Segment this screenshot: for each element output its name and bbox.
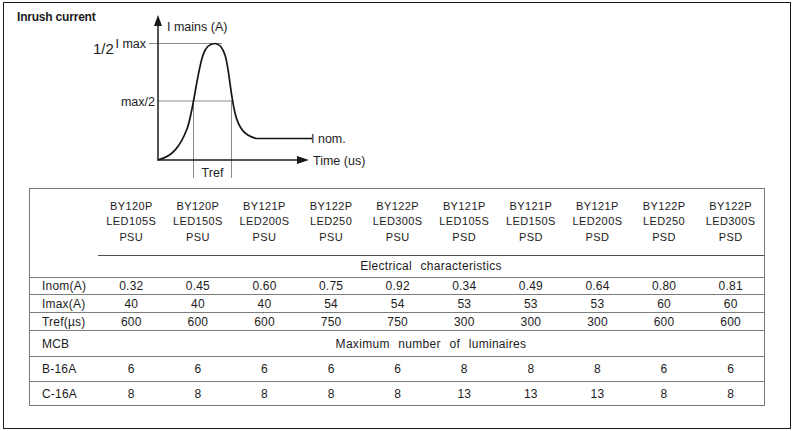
table-cell: 6 <box>697 357 764 382</box>
table-cell: 6 <box>98 357 165 382</box>
column-header: BY122P LED300S PSD <box>697 189 764 255</box>
x-axis-arrow-icon <box>297 156 309 164</box>
table-cell: 6 <box>631 357 698 382</box>
table-cell: 8 <box>431 357 498 382</box>
table-cell: 8 <box>498 357 565 382</box>
table-cell: 600 <box>697 313 764 331</box>
inrush-current-graph: I mains (A) I max max/2 Tref I nom. Time… <box>0 0 400 190</box>
section-header-electrical: Electrical characteristics <box>98 255 764 277</box>
empty-cell <box>30 255 98 277</box>
inom-label: I nom. <box>311 132 346 146</box>
section-row-electrical: Electrical characteristics <box>30 255 764 277</box>
table-cell: 8 <box>364 382 431 405</box>
table-cell: 8 <box>231 382 298 405</box>
table-cell: 0.49 <box>498 277 565 294</box>
column-header: BY121P LED200S PSD <box>564 189 631 255</box>
table-cell: 600 <box>98 313 165 331</box>
table-cell: 600 <box>631 313 698 331</box>
table-cell: 13 <box>498 382 565 405</box>
imax-label: I max <box>115 37 146 51</box>
table-cell: 300 <box>498 313 565 331</box>
table-cell: 600 <box>231 313 298 331</box>
column-header: BY121P LED105S PSD <box>431 189 498 255</box>
row-label-tref: Tref(µs) <box>30 313 98 331</box>
table-cell: 6 <box>231 357 298 382</box>
column-header: BY120P LED105S PSU <box>98 189 165 255</box>
row-label-imax: Imax(A) <box>30 294 98 312</box>
table-cell: 0.45 <box>165 277 232 294</box>
tref-label: Tref <box>202 166 224 180</box>
table-cell: 8 <box>98 382 165 405</box>
table-row: C-16A 8 8 8 8 8 13 13 13 8 8 <box>30 382 764 405</box>
halfmax-label: max/2 <box>121 95 155 109</box>
column-header: BY122P LED300S PSU <box>364 189 431 255</box>
table-row: Inom(A) 0.32 0.45 0.60 0.75 0.92 0.34 0.… <box>30 277 764 294</box>
table-cell: 6 <box>364 357 431 382</box>
characteristics-table: BY120P LED105S PSU BY120P LED150S PSU BY… <box>29 188 765 406</box>
table-cell: 0.75 <box>298 277 365 294</box>
y-axis-arrow-icon <box>154 15 162 26</box>
column-header: BY122P LED250 PSU <box>298 189 365 255</box>
row-label-inom: Inom(A) <box>30 277 98 294</box>
section-header-max-luminaires: Maximum number of luminaires <box>98 331 764 357</box>
table-cell: 6 <box>298 357 365 382</box>
table-cell: 53 <box>498 294 565 312</box>
row-label-b16a: B-16A <box>30 357 98 382</box>
column-header: BY121P LED150S PSD <box>498 189 565 255</box>
row-label-mcb: MCB <box>30 331 98 357</box>
y-axis-label: I mains (A) <box>167 20 227 34</box>
table-cell: 53 <box>431 294 498 312</box>
table-cell: 60 <box>697 294 764 312</box>
table-cell: 0.60 <box>231 277 298 294</box>
table-cell: 13 <box>564 382 631 405</box>
table-cell: 0.80 <box>631 277 698 294</box>
table-cell: 8 <box>631 382 698 405</box>
row-label-c16a: C-16A <box>30 382 98 405</box>
table-cell: 8 <box>298 382 365 405</box>
table-cell: 0.92 <box>364 277 431 294</box>
table-row: B-16A 6 6 6 6 6 8 8 8 6 6 <box>30 357 764 382</box>
table-row: Imax(A) 40 40 40 54 54 53 53 53 60 60 <box>30 294 764 312</box>
table-cell: 750 <box>364 313 431 331</box>
table-cell: 54 <box>364 294 431 312</box>
column-header: BY120P LED150S PSU <box>165 189 232 255</box>
table-cell: 53 <box>564 294 631 312</box>
table-cell: 600 <box>165 313 232 331</box>
table-cell: 8 <box>697 382 764 405</box>
corner-cell <box>30 189 98 255</box>
datasheet-page: Inrush current 1/2 I mains (A) I max max… <box>0 0 800 431</box>
table-cell: 8 <box>564 357 631 382</box>
table-cell: 300 <box>431 313 498 331</box>
section-row-mcb: MCB Maximum number of luminaires <box>30 331 764 357</box>
column-header: BY122P LED250 PSD <box>631 189 698 255</box>
table-header-row: BY120P LED105S PSU BY120P LED150S PSU BY… <box>30 189 764 255</box>
table-cell: 6 <box>165 357 232 382</box>
table-cell: 13 <box>431 382 498 405</box>
table-cell: 54 <box>298 294 365 312</box>
table-cell: 750 <box>298 313 365 331</box>
table-row: Tref(µs) 600 600 600 750 750 300 300 300… <box>30 313 764 331</box>
table-cell: 300 <box>564 313 631 331</box>
table-cell: 60 <box>631 294 698 312</box>
table-cell: 40 <box>98 294 165 312</box>
table-cell: 40 <box>165 294 232 312</box>
table-cell: 40 <box>231 294 298 312</box>
table-cell: 0.32 <box>98 277 165 294</box>
table-cell: 0.64 <box>564 277 631 294</box>
x-axis-label: Time (us) <box>313 154 365 168</box>
column-header: BY121P LED200S PSU <box>231 189 298 255</box>
table-cell: 8 <box>165 382 232 405</box>
table-cell: 0.34 <box>431 277 498 294</box>
table-cell: 0.81 <box>697 277 764 294</box>
